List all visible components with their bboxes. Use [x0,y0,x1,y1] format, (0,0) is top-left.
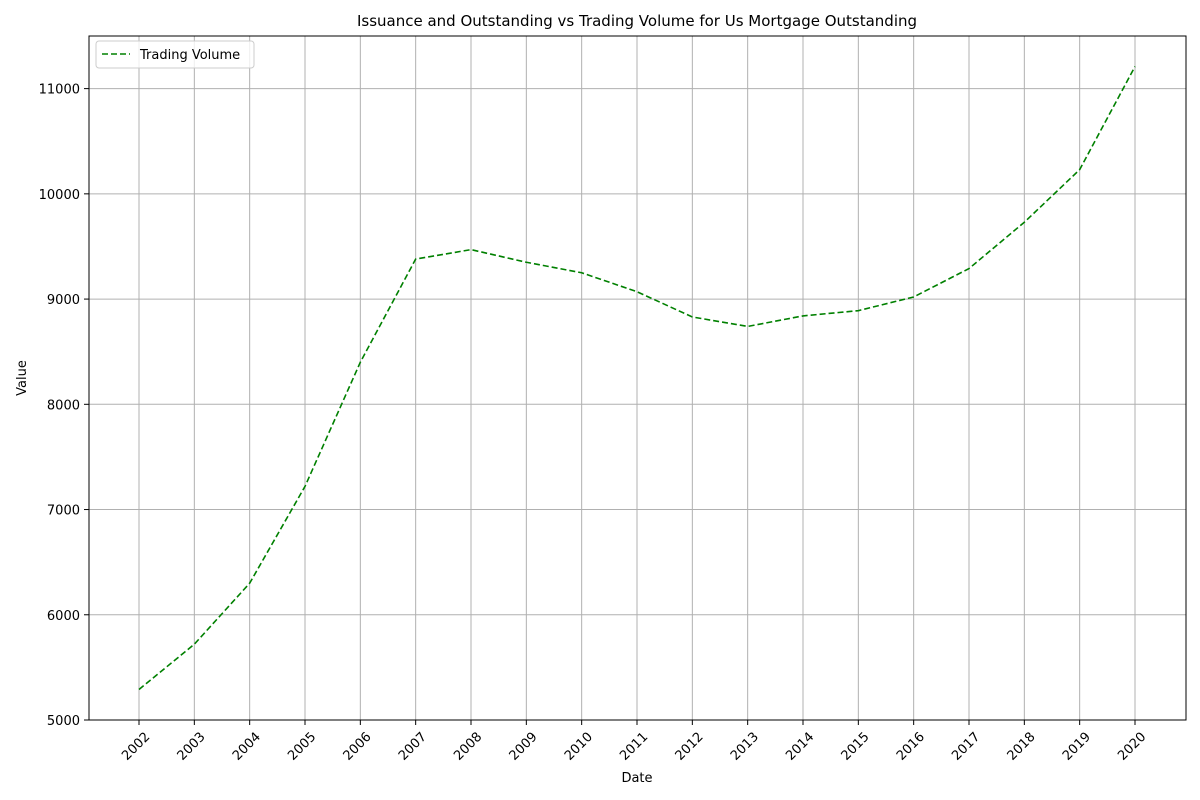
legend-box [95,40,255,69]
legend-label-trading-volume: Trading Volume [139,48,240,63]
legend: Trading Volume [95,40,255,69]
y-tick-label: 8000 [47,398,80,413]
y-tick-label: 9000 [47,293,80,308]
y-tick-label: 5000 [47,714,80,729]
series-line-trading-volume [138,66,1136,691]
y-tick-label: 11000 [39,83,80,98]
series-layer [138,66,1136,691]
chart-title: Issuance and Outstanding vs Trading Volu… [357,12,917,30]
x-axis-label: Date [621,771,652,786]
y-axis-label: Value [15,360,30,396]
y-tick-label: 7000 [47,504,80,519]
grid-layer [89,36,1186,721]
y-tick-label: 10000 [39,188,80,203]
y-tick-label: 6000 [47,609,80,624]
